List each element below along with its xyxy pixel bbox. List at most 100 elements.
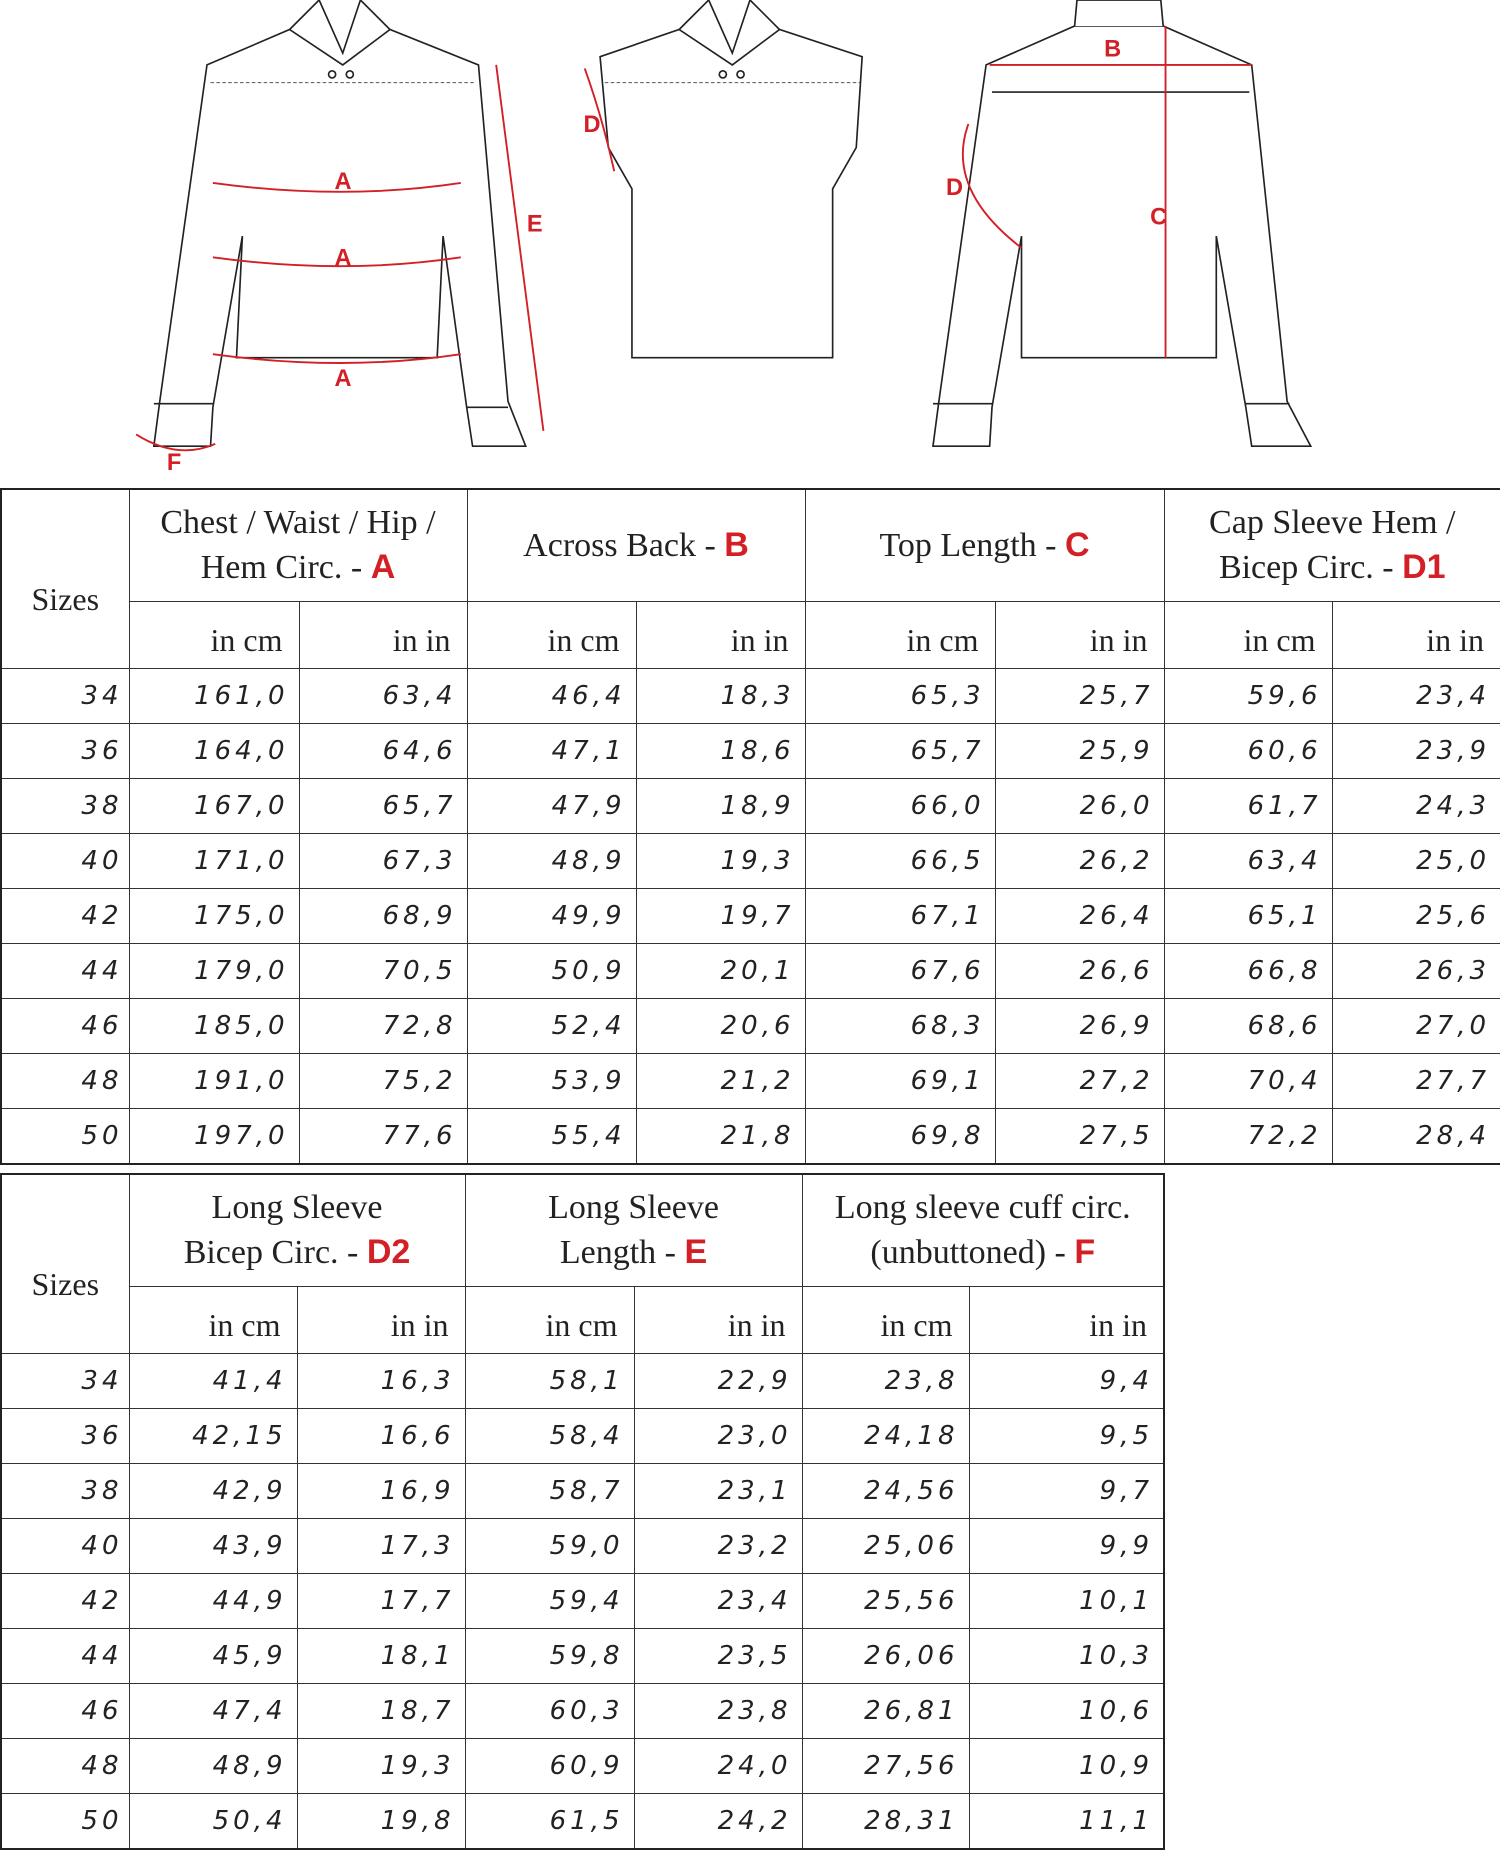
unit-in-header: in in	[296, 1285, 466, 1354]
table-row: 48 191,0 75,2 53,9 21,2 69,1 27,2 70,4 27,7	[0, 1052, 1500, 1109]
value-cell: 68,9	[298, 887, 468, 944]
value-cell: 23,1	[633, 1462, 803, 1519]
value-cell: 18,6	[635, 722, 806, 779]
value-cell: 26,81	[801, 1682, 970, 1739]
unit-in-header: in in	[633, 1285, 803, 1354]
value-cell: 65,7	[804, 722, 996, 779]
sizes-header: Sizes	[0, 1173, 130, 1354]
value-cell: 47,1	[466, 722, 637, 779]
size-cell: 38	[0, 777, 130, 834]
value-cell: 66,5	[804, 832, 996, 889]
value-cell: 65,3	[804, 667, 996, 724]
value-cell: 23,0	[633, 1407, 803, 1464]
value-cell: 24,56	[801, 1462, 970, 1519]
size-cell: 46	[0, 1682, 130, 1739]
unit-row: in cm in in in cm in in in cm in in	[1, 1285, 1165, 1354]
size-cell: 34	[0, 1352, 130, 1409]
size-cell: 48	[0, 1052, 130, 1109]
unit-in-header: in in	[298, 600, 468, 669]
value-cell: 185,0	[128, 997, 300, 1054]
header-text: Long Sleeve	[211, 1188, 383, 1226]
measurement-letter: D1	[1402, 547, 1446, 586]
header-row: Sizes Long Sleeve Bicep Circ. - D2 Long Sle…	[0, 1173, 1165, 1354]
value-cell: 66,8	[1163, 942, 1333, 999]
size-cell: 34	[0, 667, 130, 724]
value-cell: 26,6	[994, 942, 1165, 999]
size-cell: 48	[0, 1737, 130, 1794]
value-cell: 16,6	[296, 1407, 466, 1464]
table-row: 36 42,15 16,6 58,4 23,0 24,18 9,5	[0, 1407, 1165, 1464]
value-cell: 164,0	[128, 722, 300, 779]
size-cell: 36	[0, 722, 130, 779]
value-cell: 27,7	[1331, 1052, 1500, 1109]
back-long-sleeve-shirt: B C D	[932, 0, 1313, 448]
header-text: Cap Sleeve Hem /	[1209, 503, 1456, 541]
unit-cm-header: in cm	[464, 1285, 635, 1354]
table-row: 48 48,9 19,3 60,9 24,0 27,56 10,9	[0, 1737, 1165, 1794]
value-cell: 20,1	[635, 942, 806, 999]
header-text: Top Length -	[879, 526, 1057, 564]
value-cell: 25,9	[994, 722, 1165, 779]
value-cell: 21,8	[635, 1107, 806, 1164]
value-cell: 61,7	[1163, 777, 1333, 834]
size-cell: 40	[0, 1517, 130, 1574]
value-cell: 26,9	[994, 997, 1165, 1054]
header-text: Chest / Waist / Hip /	[160, 503, 436, 541]
value-cell: 24,3	[1331, 777, 1500, 834]
value-cell: 23,9	[1331, 722, 1500, 779]
value-cell: 69,8	[804, 1107, 996, 1164]
measurement-letter: B	[724, 525, 749, 564]
measurement-letter: F	[1074, 1232, 1096, 1271]
value-cell: 45,9	[128, 1627, 298, 1684]
value-cell: 25,6	[1331, 887, 1500, 944]
value-cell: 9,4	[968, 1352, 1165, 1409]
table-row: 40 171,0 67,3 48,9 19,3 66,5 26,2 63,4 25,0	[0, 832, 1500, 889]
value-cell: 65,1	[1163, 887, 1333, 944]
table-row: 42 175,0 68,9 49,9 19,7 67,1 26,4 65,1 25,6	[0, 887, 1500, 944]
unit-in-header: in in	[994, 600, 1165, 669]
front-long-sleeve-shirt: A A A E F	[135, 0, 545, 476]
value-cell: 9,7	[968, 1462, 1165, 1519]
value-cell: 17,3	[296, 1517, 466, 1574]
value-cell: 43,9	[128, 1517, 298, 1574]
table-row: 34 161,0 63,4 46,4 18,3 65,3 25,7 59,6 23,4	[0, 667, 1500, 724]
value-cell: 48,9	[128, 1737, 298, 1794]
value-cell: 23,8	[633, 1682, 803, 1739]
value-cell: 58,1	[464, 1352, 635, 1409]
value-cell: 28,31	[801, 1792, 970, 1849]
value-cell: 26,4	[994, 887, 1165, 944]
value-cell: 67,1	[804, 887, 996, 944]
value-cell: 61,5	[464, 1792, 635, 1849]
measurement-letter: A	[370, 547, 396, 586]
value-cell: 10,3	[968, 1627, 1165, 1684]
value-cell: 49,9	[466, 887, 637, 944]
table-row: 50 50,4 19,8 61,5 24,2 28,31 11,1	[0, 1792, 1165, 1849]
unit-in-header: in in	[635, 600, 806, 669]
value-cell: 55,4	[466, 1107, 637, 1164]
unit-cm-header: in cm	[801, 1285, 970, 1354]
value-cell: 27,2	[994, 1052, 1165, 1109]
value-cell: 75,2	[298, 1052, 468, 1109]
unit-cm-header: in cm	[466, 600, 637, 669]
value-cell: 27,5	[994, 1107, 1165, 1164]
column-group-header: Chest / Waist / Hip / Hem Circ. - A	[128, 488, 468, 602]
label-a-chest: A	[334, 169, 351, 195]
unit-cm-header: in cm	[804, 600, 996, 669]
value-cell: 67,3	[298, 832, 468, 889]
value-cell: 9,9	[968, 1517, 1165, 1574]
size-cell: 46	[0, 997, 130, 1054]
unit-cm-header: in cm	[128, 1285, 298, 1354]
value-cell: 26,2	[994, 832, 1165, 889]
unit-in-header: in in	[968, 1285, 1165, 1354]
value-cell: 10,9	[968, 1737, 1165, 1794]
table-row: 34 41,4 16,3 58,1 22,9 23,8 9,4	[0, 1352, 1165, 1409]
value-cell: 24,2	[633, 1792, 803, 1849]
header-text: Across Back -	[523, 526, 716, 564]
value-cell: 10,6	[968, 1682, 1165, 1739]
measurement-letter: E	[684, 1232, 708, 1271]
table-row: 50 197,0 77,6 55,4 21,8 69,8 27,5 72,2 28,4	[0, 1107, 1500, 1164]
value-cell: 52,4	[466, 997, 637, 1054]
column-group-header: Long Sleeve Bicep Circ. - D2	[128, 1173, 466, 1287]
value-cell: 26,06	[801, 1627, 970, 1684]
size-cell: 36	[0, 1407, 130, 1464]
